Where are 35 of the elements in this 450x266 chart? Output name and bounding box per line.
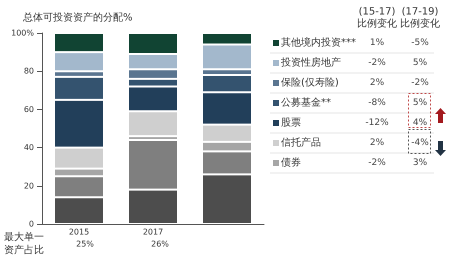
text: 1% <box>370 38 385 48</box>
legend-label: 信托产品 <box>281 136 321 148</box>
text: -2% <box>368 158 386 168</box>
text: 最大单一资产占比 <box>4 231 44 256</box>
y-tick-label: 100% <box>11 28 34 38</box>
text: 26% <box>151 240 170 248</box>
legend-label: 公募基金** <box>281 96 331 108</box>
legend-label: 保险(仅寿险) <box>281 76 339 88</box>
text: -8% <box>368 98 386 108</box>
text: -12% <box>365 118 390 128</box>
y-tick-label: 80 <box>24 66 34 76</box>
text: -2% <box>368 58 386 68</box>
legend-label: 债券 <box>281 156 301 168</box>
chart-title: 总体可投资资产的分配% <box>22 12 133 24</box>
text: 5% <box>412 98 428 108</box>
legend-label: 股票 <box>281 118 301 128</box>
legend-label: 其他境内投资*** <box>281 36 356 48</box>
text: (17-19) 比例变化 <box>400 6 440 30</box>
y-tick-label: 0 <box>28 220 34 228</box>
x-tick-label: 2015 <box>68 228 90 236</box>
text: -4% <box>411 138 430 148</box>
y-tick-label: 40 <box>24 143 34 152</box>
y-tick-label: 20 <box>24 181 34 190</box>
x-tick-label: 2017 <box>142 228 164 236</box>
text: 25% <box>76 240 94 248</box>
text: 2% <box>370 138 385 148</box>
text: 2% <box>370 78 385 88</box>
text: (15-17) 比例变化 <box>357 6 397 30</box>
legend-label: 投资性房地产 <box>280 56 341 68</box>
text: -2% <box>411 78 430 88</box>
text: -5% <box>411 38 430 48</box>
text: 4% <box>412 118 428 128</box>
text: 3% <box>412 158 428 168</box>
text: 5% <box>412 58 428 68</box>
y-tick-label: 60 <box>24 104 34 114</box>
